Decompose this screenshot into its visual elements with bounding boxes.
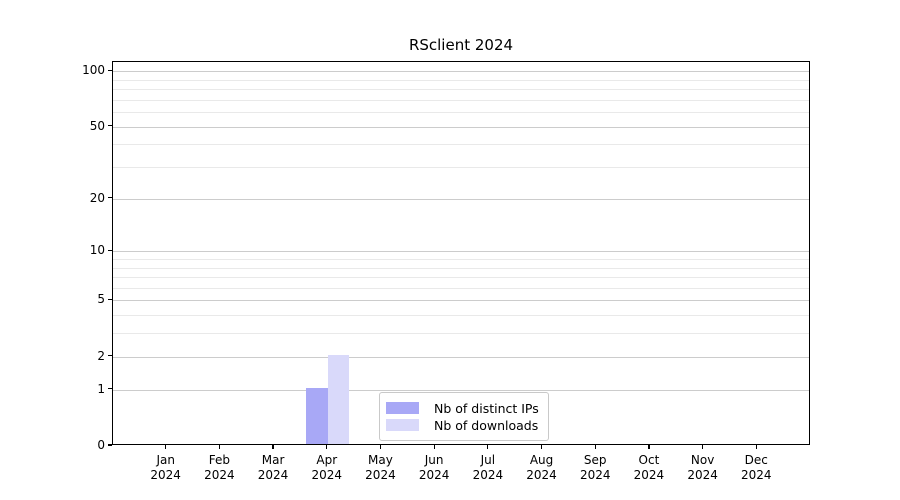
x-tick-label: Feb 2024	[189, 453, 249, 483]
y-tick-mark	[108, 388, 112, 390]
x-tick-mark	[218, 445, 220, 449]
x-tick-label: Sep 2024	[565, 453, 625, 483]
x-tick-label: Apr 2024	[297, 453, 357, 483]
y-tick-mark	[108, 249, 112, 251]
y-tick-mark	[108, 125, 112, 127]
x-tick-month: May	[368, 453, 393, 467]
x-tick-label: Jun 2024	[404, 453, 464, 483]
x-tick-month: Mar	[261, 453, 285, 467]
x-tick-year: 2024	[365, 468, 396, 482]
x-tick-year: 2024	[526, 468, 557, 482]
gridline-minor	[113, 333, 809, 335]
y-tick-mark	[108, 444, 112, 446]
y-tick-label: 2	[97, 348, 105, 363]
gridline-major	[113, 71, 809, 73]
x-tick-month: Feb	[208, 453, 230, 467]
y-tick-label: 100	[82, 63, 105, 78]
legend-item: Nb of distinct IPs	[386, 400, 539, 416]
x-tick-year: 2024	[418, 468, 450, 482]
gridline-major	[113, 389, 809, 391]
x-tick-year: 2024	[472, 468, 504, 482]
y-tick-mark	[108, 69, 112, 71]
x-tick-mark	[165, 445, 167, 449]
x-tick-year: 2024	[204, 468, 235, 482]
gridline-major	[113, 300, 809, 302]
x-tick-label: Aug 2024	[512, 453, 572, 483]
x-tick-label: Jul 2024	[458, 453, 518, 483]
gridline-major	[113, 126, 809, 128]
x-tick-year: 2024	[257, 468, 289, 482]
x-tick-label: Jan 2024	[136, 453, 196, 483]
x-tick-mark	[648, 445, 650, 449]
x-tick-label: Mar 2024	[243, 453, 303, 483]
y-tick-label: 20	[89, 190, 105, 205]
y-tick-mark	[108, 355, 112, 357]
x-tick-mark	[433, 445, 435, 449]
x-tick-mark	[594, 445, 596, 449]
gridline-minor	[113, 258, 809, 260]
x-tick-month: Jun	[424, 453, 444, 467]
x-tick-mark	[487, 445, 489, 449]
gridline-minor	[113, 277, 809, 279]
legend: Nb of distinct IPs Nb of downloads	[379, 392, 549, 441]
bar-nb-of-downloads	[327, 354, 350, 444]
gridline-major	[113, 251, 809, 253]
gridline-minor	[113, 167, 809, 169]
x-tick-month: Jul	[480, 453, 496, 467]
bar-nb-of-distinct-ips	[306, 387, 328, 444]
x-tick-mark	[326, 445, 328, 449]
y-tick-label: 0	[97, 438, 105, 452]
y-tick-label: 50	[89, 118, 105, 133]
x-tick-label: Nov 2024	[673, 453, 733, 483]
legend-item: Nb of downloads	[386, 417, 539, 433]
x-tick-year: 2024	[150, 468, 181, 482]
y-tick-label: 5	[97, 292, 105, 307]
x-tick-year: 2024	[741, 468, 772, 482]
gridline-major	[113, 198, 809, 200]
x-tick-mark	[379, 445, 382, 449]
gridline-minor	[113, 267, 809, 269]
gridline-minor	[113, 112, 809, 114]
gridline-minor	[113, 89, 809, 91]
x-tick-year: 2024	[311, 468, 343, 482]
legend-label: Nb of downloads	[434, 417, 539, 433]
y-tick-mark	[108, 298, 112, 301]
legend-label: Nb of distinct IPs	[434, 400, 539, 416]
x-tick-mark	[540, 445, 543, 449]
y-tick-label: 10	[89, 243, 105, 258]
x-tick-month: Apr	[316, 453, 338, 467]
chart-title: RSclient 2024	[408, 36, 514, 54]
x-tick-month: Nov	[690, 453, 715, 467]
x-tick-year: 2024	[579, 468, 611, 482]
gridline-minor	[113, 79, 809, 81]
gridline-major	[113, 356, 809, 358]
legend-swatch	[386, 402, 419, 414]
x-tick-year: 2024	[633, 468, 665, 482]
x-tick-month: Jan	[156, 453, 175, 467]
gridline-minor	[113, 315, 809, 317]
x-tick-year: 2024	[687, 468, 718, 482]
x-tick-month: Sep	[583, 453, 607, 467]
x-tick-mark	[755, 445, 757, 449]
gridline-minor	[113, 287, 809, 289]
plot-area: Nb of distinct IPs Nb of downloads	[112, 61, 810, 445]
x-tick-mark	[272, 445, 274, 449]
gridline-minor	[113, 144, 809, 146]
x-tick-label: Dec 2024	[726, 453, 786, 483]
gridline-minor	[113, 99, 809, 101]
x-tick-label: Oct 2024	[619, 453, 679, 483]
legend-swatch	[386, 419, 419, 431]
y-tick-label: 1	[97, 381, 105, 396]
x-tick-month: Aug	[529, 453, 554, 467]
x-tick-mark	[702, 445, 704, 449]
x-tick-month: Oct	[638, 453, 660, 467]
x-tick-month: Dec	[744, 453, 768, 467]
y-tick-mark	[108, 197, 112, 199]
x-tick-label: May 2024	[350, 453, 410, 483]
